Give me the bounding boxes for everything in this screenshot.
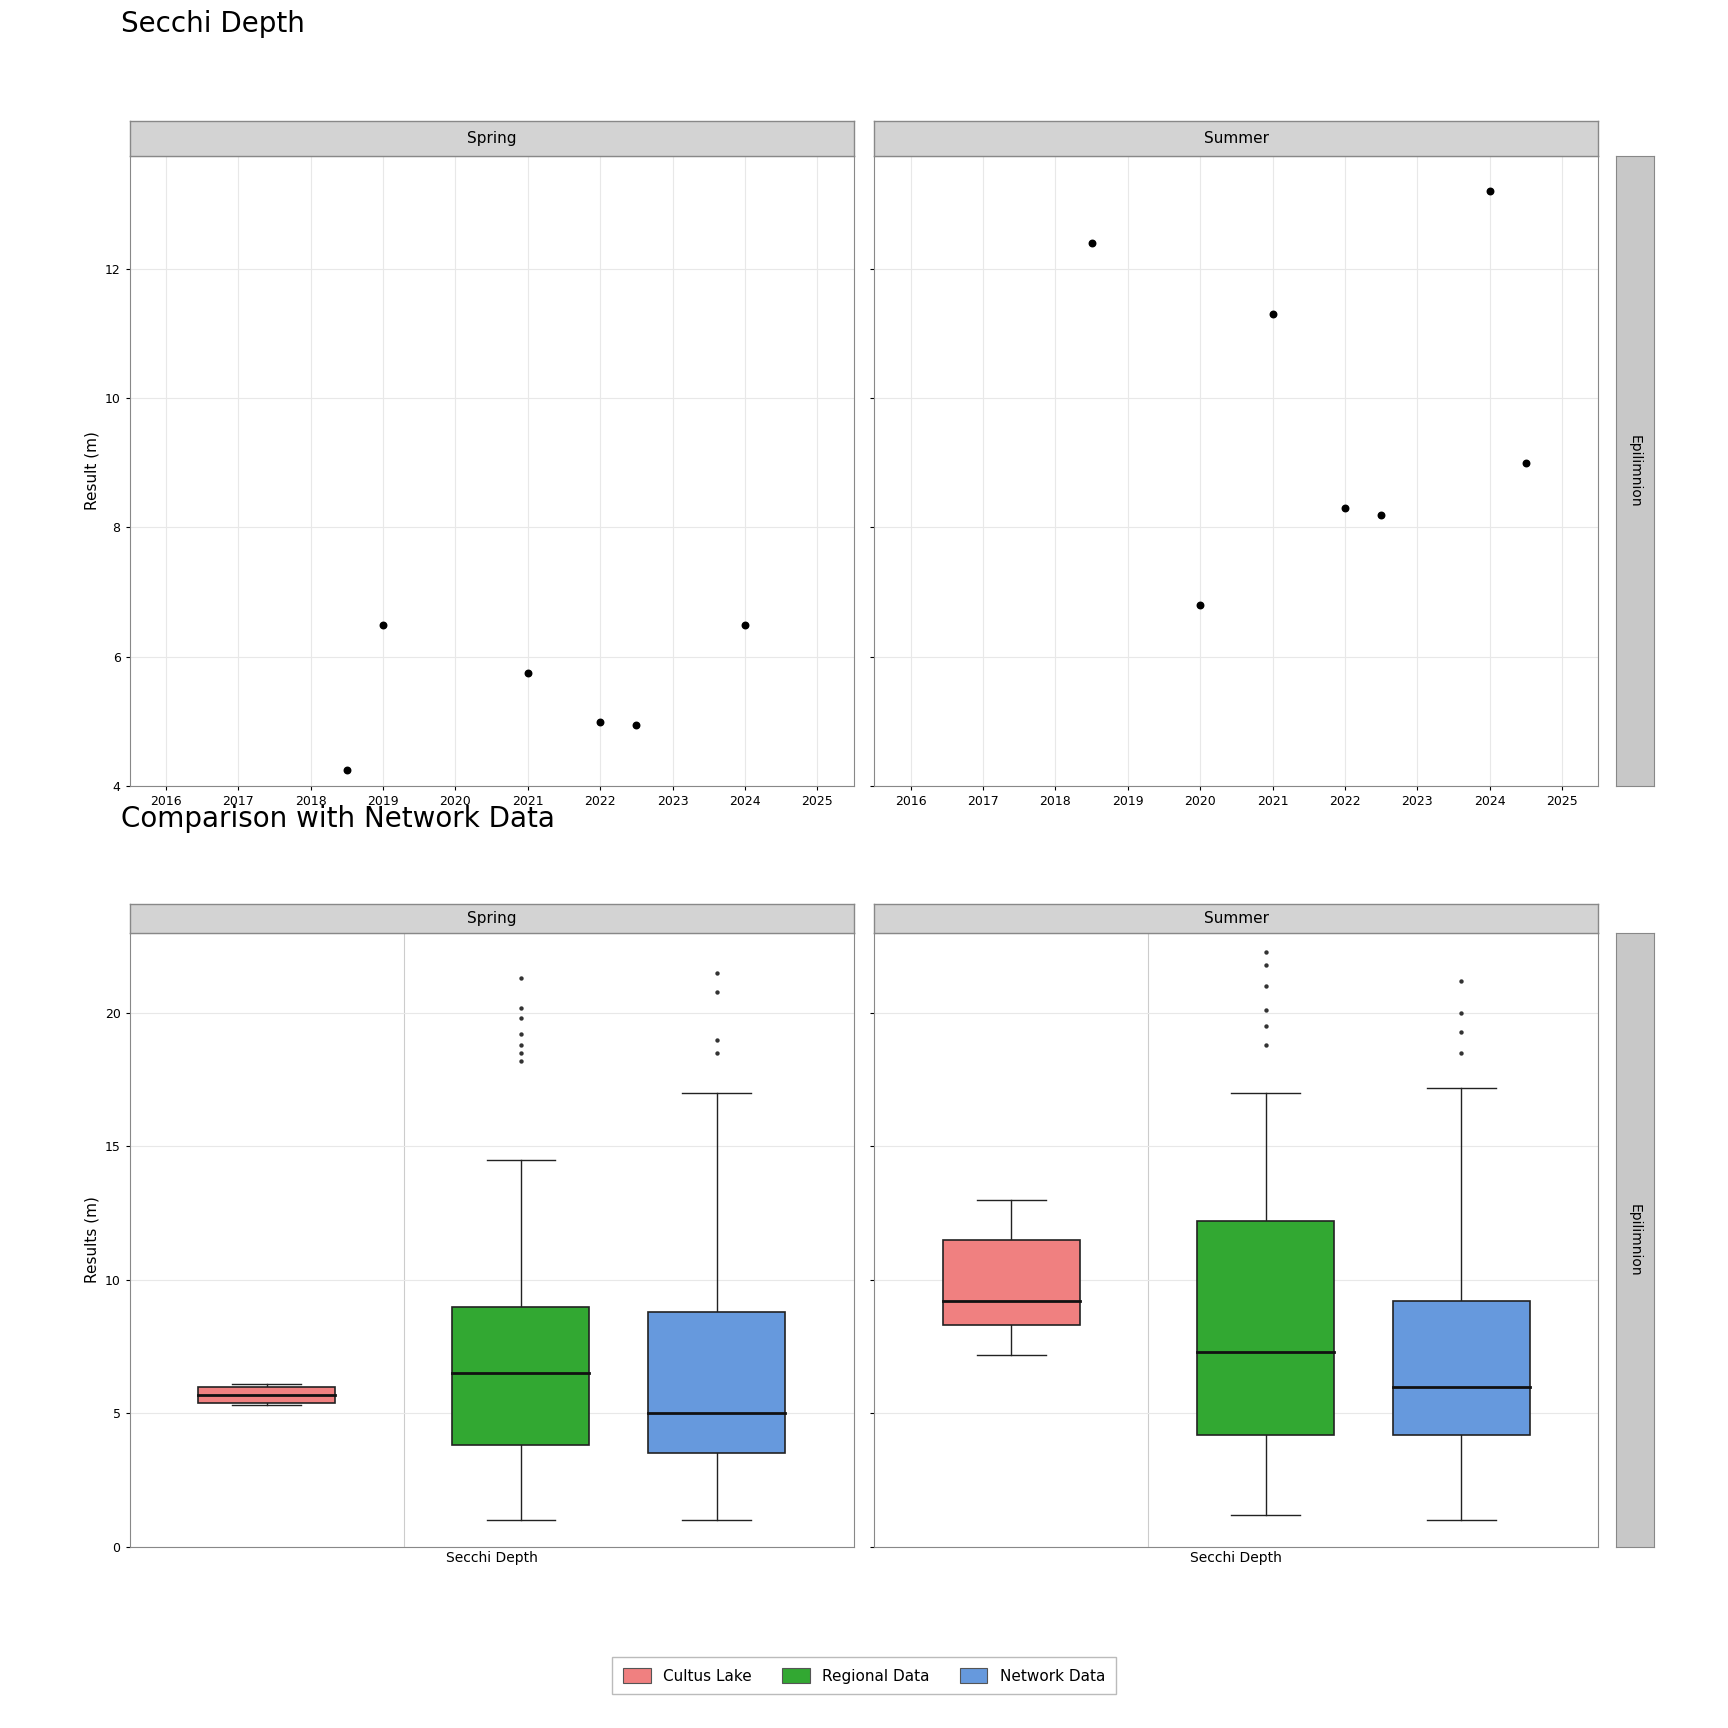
Point: [586, 708, 613, 736]
Point: [506, 1039, 534, 1066]
Point: [334, 757, 361, 785]
Point: [1251, 997, 1279, 1025]
Text: Secchi Depth: Secchi Depth: [121, 10, 304, 38]
Point: [1251, 952, 1279, 980]
Point: [506, 964, 534, 992]
Point: [506, 1047, 534, 1075]
Point: [1258, 301, 1286, 328]
Point: [1331, 494, 1358, 522]
Point: [506, 1004, 534, 1032]
Y-axis label: Results (m): Results (m): [85, 1196, 98, 1284]
Point: [1448, 999, 1476, 1026]
Legend: Cultus Lake, Regional Data, Network Data: Cultus Lake, Regional Data, Network Data: [612, 1657, 1116, 1695]
Point: [622, 710, 650, 738]
Point: [1251, 973, 1279, 1001]
Text: Epilimnion: Epilimnion: [1628, 434, 1642, 508]
Point: [506, 1032, 534, 1059]
Point: [703, 1039, 731, 1066]
Point: [513, 658, 541, 686]
Point: [703, 1026, 731, 1054]
Point: [1367, 501, 1394, 529]
Y-axis label: Result (m): Result (m): [85, 432, 98, 510]
Point: [1251, 1013, 1279, 1040]
Point: [1448, 1039, 1476, 1066]
Point: [1476, 178, 1503, 206]
Point: [1448, 1018, 1476, 1045]
Bar: [648, 1312, 785, 1453]
Bar: [1393, 1301, 1529, 1434]
Point: [1512, 449, 1540, 477]
Point: [506, 1021, 534, 1049]
Point: [1187, 591, 1215, 619]
Point: [1251, 938, 1279, 966]
Point: [506, 994, 534, 1021]
Point: [1251, 1032, 1279, 1059]
Bar: [943, 1241, 1080, 1325]
Point: [703, 978, 731, 1006]
Text: Comparison with Network Data: Comparison with Network Data: [121, 805, 555, 833]
Point: [1448, 968, 1476, 995]
Point: [370, 610, 397, 638]
Bar: [199, 1386, 335, 1403]
Point: [731, 610, 759, 638]
Point: [1078, 230, 1106, 257]
Bar: [453, 1306, 589, 1445]
Point: [703, 959, 731, 987]
Bar: [1198, 1222, 1334, 1434]
Text: Epilimnion: Epilimnion: [1628, 1203, 1642, 1277]
